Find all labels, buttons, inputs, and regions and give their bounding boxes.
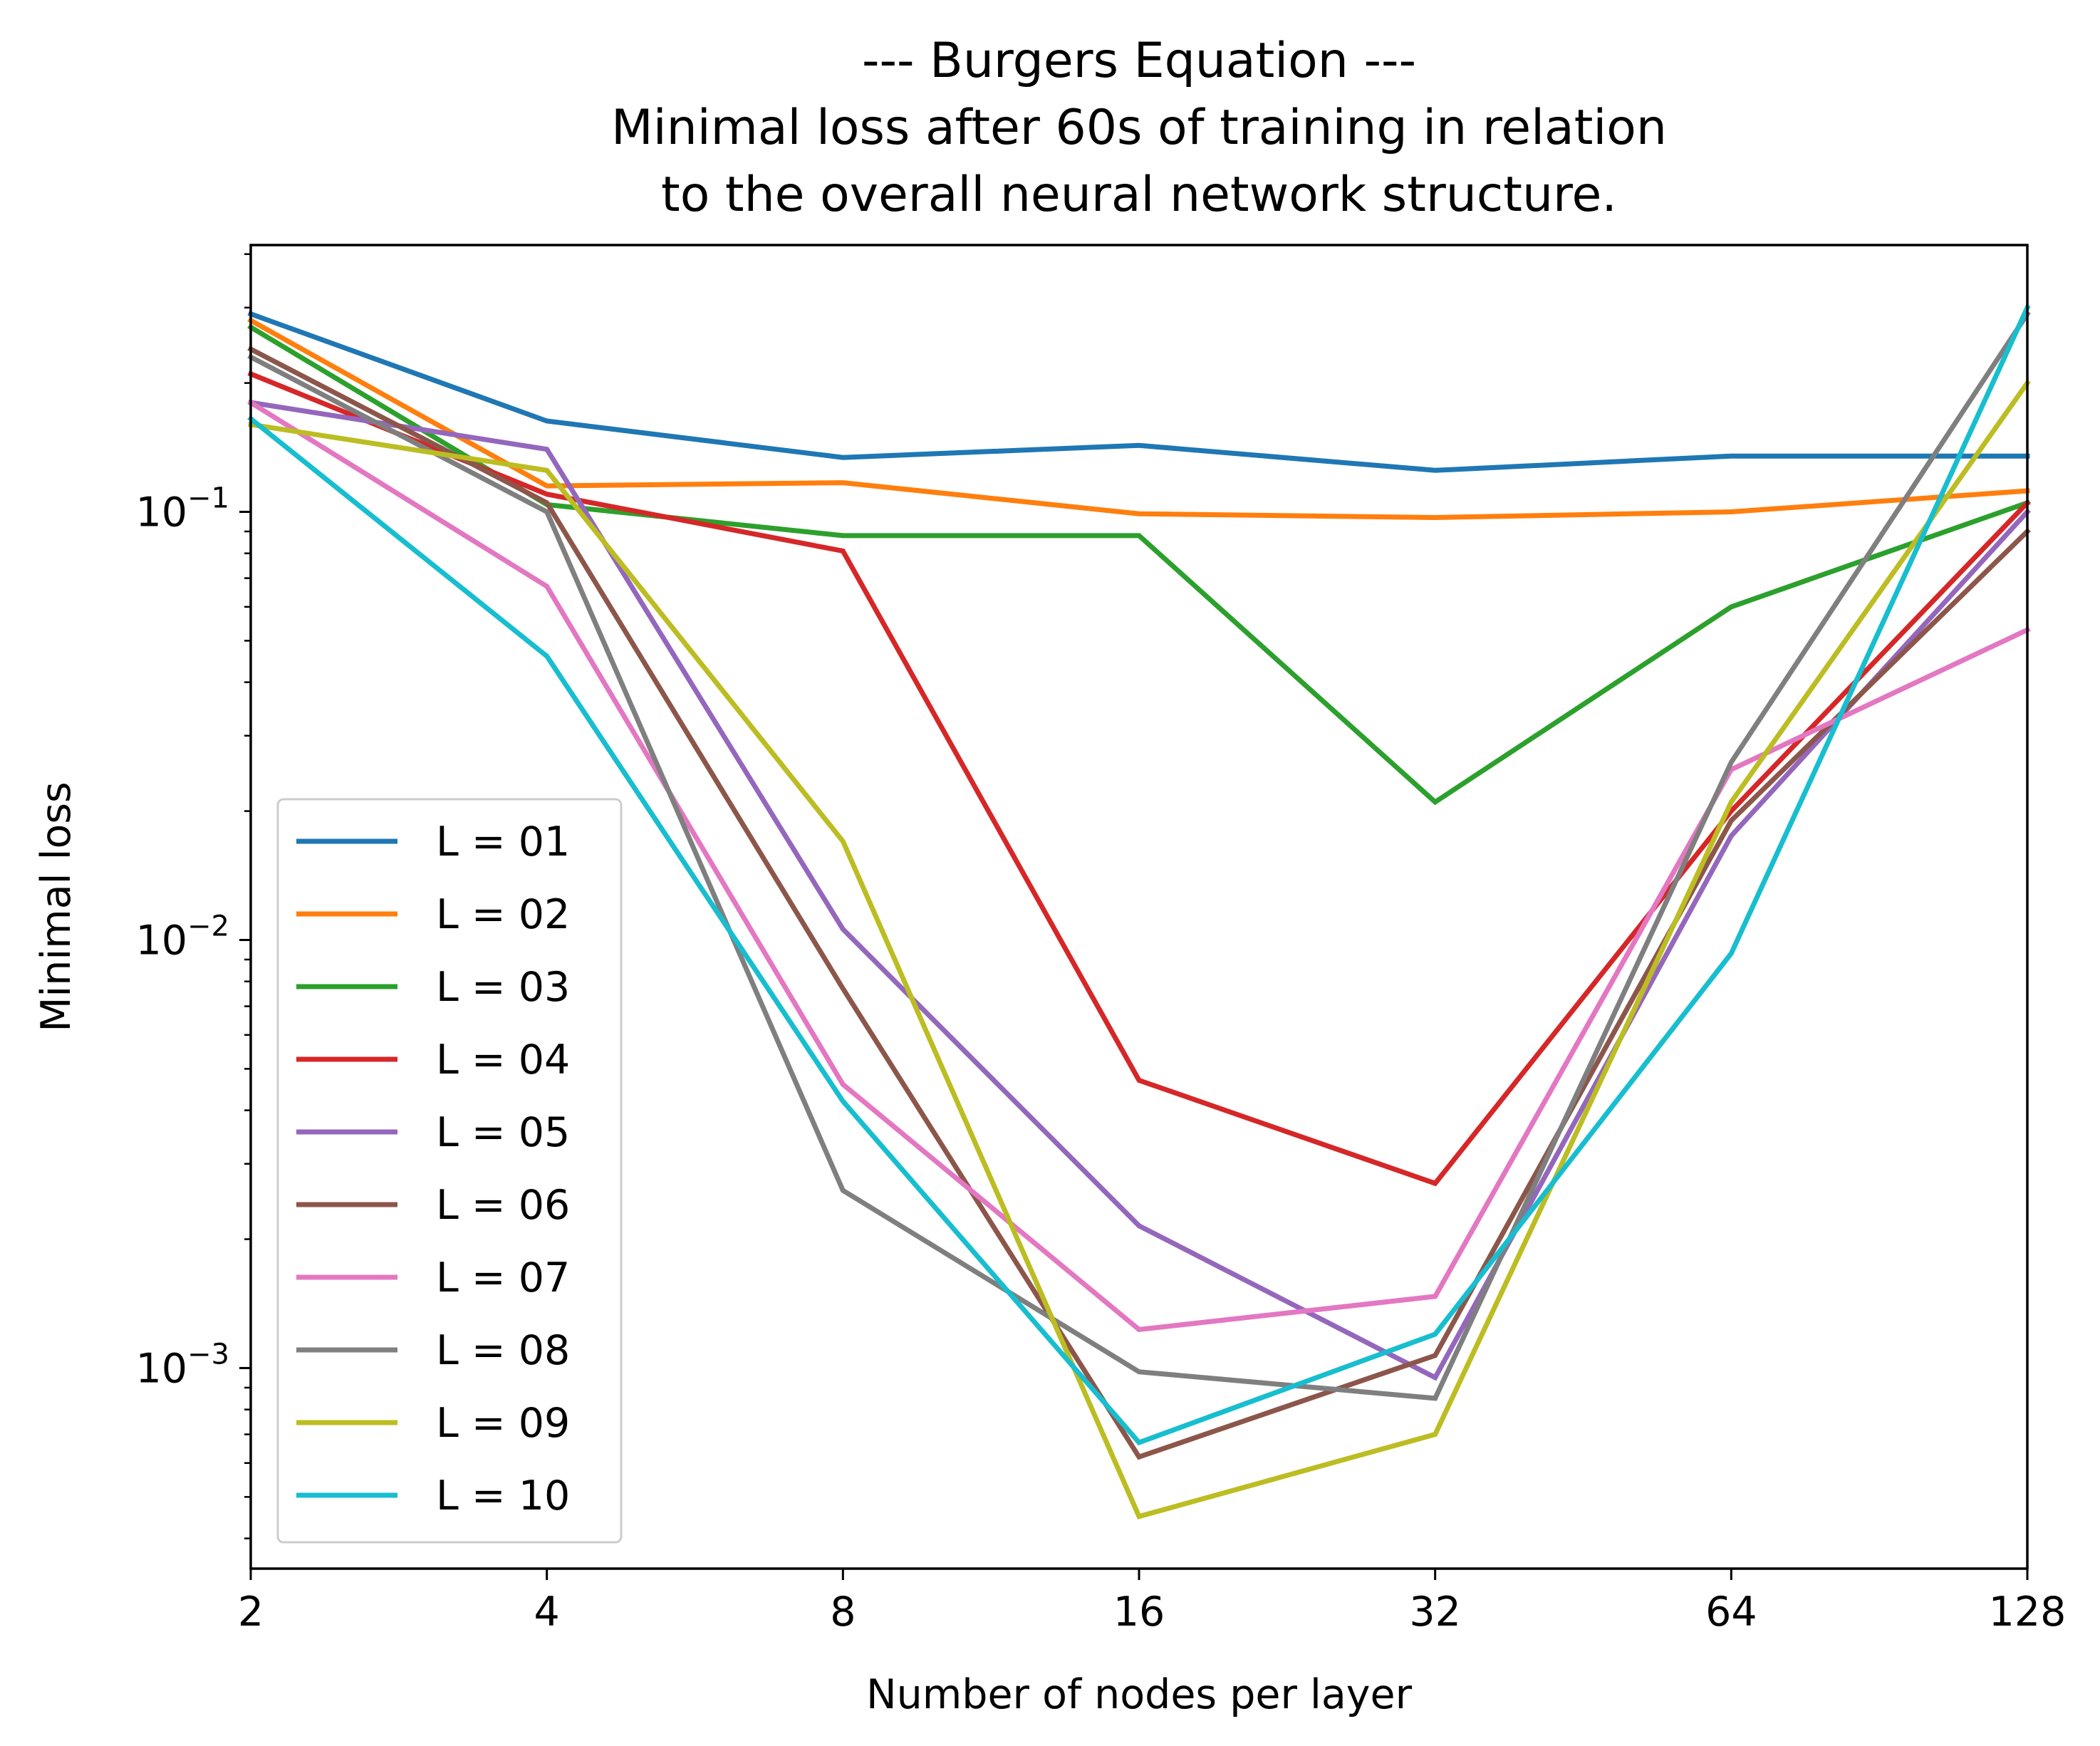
- series-lines: [247, 304, 2031, 1519]
- legend-item: L = 06: [296, 1182, 570, 1229]
- series-line-5: [247, 400, 2031, 1381]
- x-tick-label: 32: [1409, 1589, 1461, 1636]
- x-tick-label: 4: [534, 1589, 560, 1636]
- series-line-2: [247, 317, 2030, 521]
- legend-label: L = 07: [436, 1254, 570, 1301]
- legend: L = 01 L = 02 L = 03 L = 04 L = 05 L = 06 L = …: [276, 798, 623, 1544]
- legend-label: L = 03: [436, 964, 570, 1011]
- legend-label: L = 02: [436, 891, 570, 938]
- legend-item: L = 09: [296, 1400, 570, 1447]
- x-tick-label: 16: [1113, 1589, 1165, 1636]
- chart-title-line-1: --- Burgers Equation ---: [862, 33, 1416, 89]
- legend-item: L = 05: [296, 1109, 570, 1156]
- y-tick-label: 10−1: [136, 482, 230, 536]
- x-axis-ticks: 2 4 8 16 32 64 128: [238, 1569, 2067, 1636]
- legend-label: L = 10: [436, 1472, 570, 1519]
- series-line-6: [247, 345, 2031, 1460]
- y-axis-ticks: 10−1 10−2 10−3: [136, 253, 251, 1539]
- legend-label: L = 05: [436, 1109, 570, 1156]
- legend-label: L = 08: [436, 1327, 570, 1374]
- series-line-10: [247, 304, 2031, 1446]
- series-line-7: [247, 399, 2031, 1333]
- x-tick-label: 2: [238, 1589, 264, 1636]
- legend-item: L = 07: [296, 1254, 570, 1301]
- legend-item: L = 01: [296, 819, 570, 866]
- chart-title-line-3: to the overall neural network structure.: [661, 167, 1617, 223]
- legend-item: L = 03: [296, 964, 570, 1011]
- y-tick-label: 10−3: [136, 1338, 230, 1392]
- chart-title-line-2: Minimal loss after 60s of training in re…: [611, 100, 1667, 156]
- x-tick-label: 64: [1705, 1589, 1757, 1636]
- x-axis-label: Number of nodes per layer: [866, 1671, 1413, 1718]
- legend-label: L = 09: [436, 1400, 570, 1447]
- legend-item: L = 02: [296, 891, 570, 938]
- series-line-4: [247, 370, 2031, 1187]
- legend-label: L = 01: [436, 819, 570, 866]
- series-line-1: [247, 311, 2030, 473]
- y-axis-label: Minimal loss: [33, 781, 80, 1032]
- x-tick-label: 128: [1989, 1589, 2067, 1636]
- legend-item: L = 04: [296, 1036, 570, 1084]
- series-line-9: [248, 379, 2031, 1519]
- y-tick-label: 10−2: [136, 910, 230, 964]
- legend-item: L = 10: [296, 1472, 570, 1519]
- series-line-8: [247, 310, 2031, 1401]
- chart-title: --- Burgers Equation --- Minimal loss af…: [611, 33, 1667, 223]
- legend-label: L = 04: [436, 1036, 570, 1084]
- legend-item: L = 08: [296, 1327, 570, 1374]
- legend-label: L = 06: [436, 1182, 570, 1229]
- x-tick-label: 8: [830, 1589, 856, 1636]
